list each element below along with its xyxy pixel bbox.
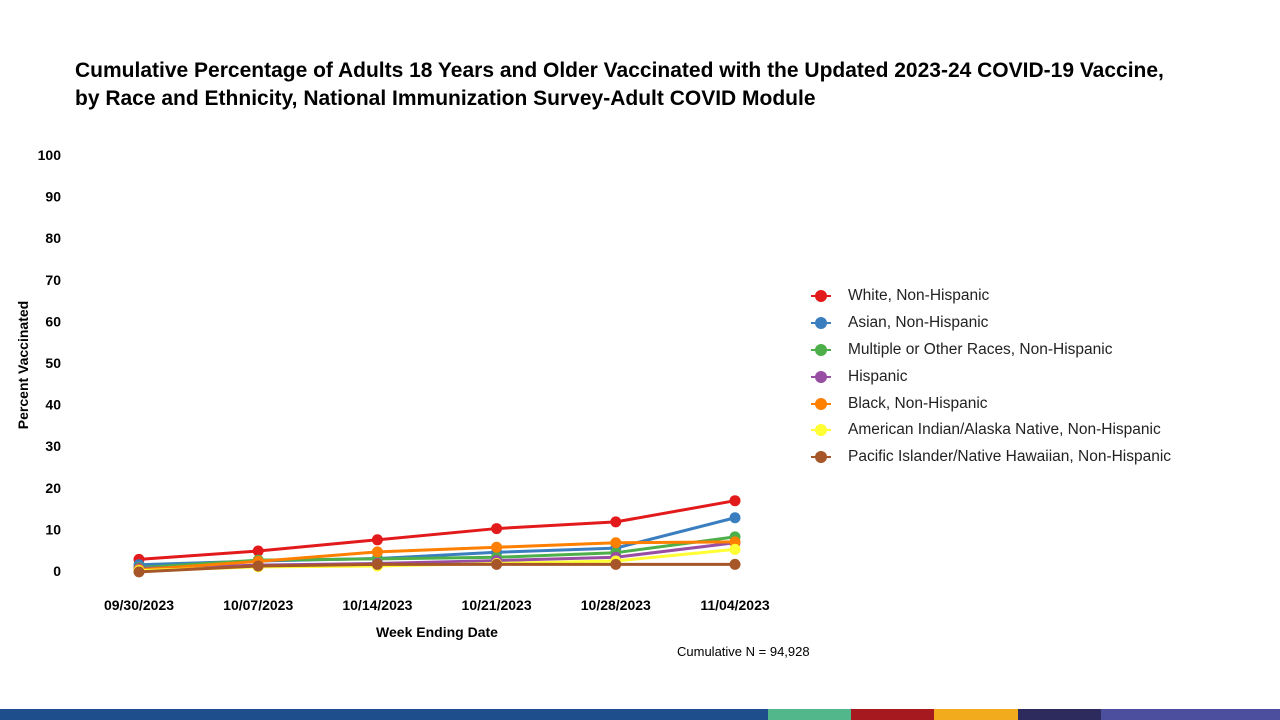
series-line <box>137 540 737 572</box>
series-line <box>137 562 737 574</box>
legend-item: Multiple or Other Races, Non-Hispanic <box>810 337 1171 364</box>
data-point <box>729 512 741 524</box>
data-point <box>729 558 741 570</box>
y-tick-label: 10 <box>45 521 61 537</box>
legend-item: White, Non-Hispanic <box>810 283 1171 310</box>
footer-bar-segment <box>1100 709 1280 720</box>
data-point <box>610 516 622 528</box>
data-point <box>371 546 383 558</box>
footer-bar-segment <box>934 709 1018 720</box>
footer-bar-segment <box>851 709 935 720</box>
data-point <box>491 558 503 570</box>
y-tick-label: 0 <box>53 563 61 579</box>
footer-bar-segment <box>0 709 768 720</box>
data-point <box>491 541 503 553</box>
legend-item: Black, Non-Hispanic <box>810 390 1171 417</box>
legend-label: Asian, Non-Hispanic <box>848 314 989 332</box>
legend-label: American Indian/Alaska Native, Non-Hispa… <box>848 421 1161 439</box>
y-tick-label: 80 <box>45 230 61 246</box>
data-point <box>729 543 741 555</box>
x-tick-label: 10/28/2023 <box>581 597 651 613</box>
legend-marker <box>810 342 832 358</box>
data-point <box>610 537 622 549</box>
series-7 <box>133 558 741 578</box>
legend-marker <box>810 369 832 385</box>
x-tick-label: 11/04/2023 <box>700 597 770 613</box>
y-tick-label: 50 <box>45 355 61 371</box>
series-line <box>137 499 737 561</box>
y-axis-label: Percent Vaccinated <box>15 301 31 429</box>
footer-bar-segment <box>768 709 852 720</box>
legend-item: Asian, Non-Hispanic <box>810 310 1171 337</box>
legend-label: Multiple or Other Races, Non-Hispanic <box>848 340 1113 358</box>
legend-item: Hispanic <box>810 363 1171 390</box>
legend-item: American Indian/Alaska Native, Non-Hispa… <box>810 417 1171 444</box>
series-layer <box>133 495 741 578</box>
data-point <box>610 558 622 570</box>
x-tick-label: 10/14/2023 <box>342 597 412 613</box>
legend-marker <box>810 396 832 412</box>
x-tick-label: 10/21/2023 <box>462 597 532 613</box>
x-tick-label: 10/07/2023 <box>223 597 293 613</box>
y-axis: 0 10 20 30 40 50 60 70 80 90 100 <box>38 147 62 579</box>
data-point <box>252 545 264 557</box>
y-tick-label: 90 <box>45 189 61 205</box>
y-tick-label: 60 <box>45 313 61 329</box>
footer-color-bar <box>0 709 1280 720</box>
legend-item: Pacific Islander/Native Hawaiian, Non-Hi… <box>810 444 1171 471</box>
chart-title-line-2: by Race and Ethnicity, National Immuniza… <box>75 87 816 110</box>
data-point <box>252 560 264 572</box>
legend-label: Pacific Islander/Native Hawaiian, Non-Hi… <box>848 448 1172 466</box>
x-axis-label: Week Ending Date <box>376 624 498 640</box>
y-tick-label: 30 <box>45 438 61 454</box>
series-1 <box>133 495 741 565</box>
legend-marker <box>810 422 832 438</box>
legend-label: Hispanic <box>848 367 908 385</box>
data-point <box>133 566 145 578</box>
x-axis: 09/30/2023 10/07/2023 10/14/2023 10/21/2023… <box>104 597 770 613</box>
legend-marker <box>810 449 832 465</box>
data-point <box>491 523 503 535</box>
legend-label: White, Non-Hispanic <box>848 287 990 305</box>
legend: White, Non-Hispanic Asian, Non-Hispanic Mu… <box>810 283 1171 471</box>
y-tick-label: 40 <box>45 397 61 413</box>
legend-marker <box>810 288 832 304</box>
y-tick-label: 100 <box>38 147 62 163</box>
x-tick-label: 09/30/2023 <box>104 597 174 613</box>
sample-size-note: Cumulative N = 94,928 <box>677 644 810 659</box>
data-point <box>371 558 383 570</box>
chart-title-line-1: Cumulative Percentage of Adults 18 Years… <box>75 59 1164 82</box>
chart-title: Cumulative Percentage of Adults 18 Years… <box>75 57 1255 113</box>
legend-label: Black, Non-Hispanic <box>848 394 988 412</box>
footer-bar-segment <box>1017 709 1101 720</box>
y-tick-label: 20 <box>45 480 61 496</box>
y-tick-label: 70 <box>45 272 61 288</box>
data-point <box>729 495 741 507</box>
data-point <box>371 534 383 546</box>
legend-marker <box>810 315 832 331</box>
